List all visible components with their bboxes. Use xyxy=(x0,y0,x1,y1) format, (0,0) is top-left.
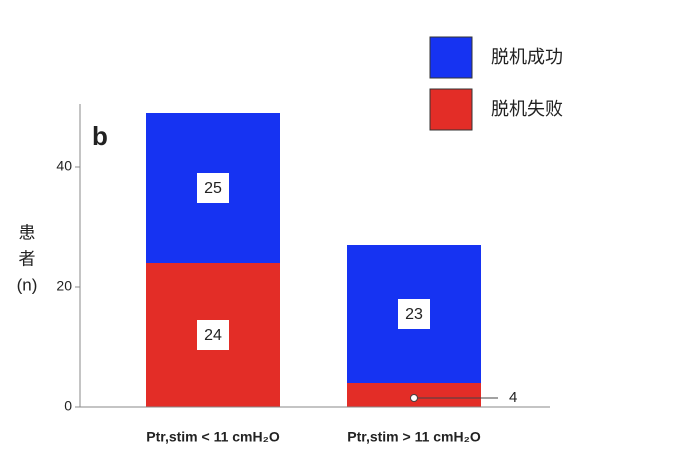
value-label-box xyxy=(197,320,229,350)
y-tick-label: 0 xyxy=(64,398,72,414)
y-tick-label: 40 xyxy=(56,158,72,174)
value-label: 25 xyxy=(204,180,222,197)
leader-dot xyxy=(410,394,418,402)
y-axis-label: 患 xyxy=(19,223,36,242)
value-label-box xyxy=(398,299,430,329)
x-tick-label: Ptr,stim > 11 cmH₂O xyxy=(347,429,481,445)
value-label: 4 xyxy=(509,389,517,406)
y-axis-label: 者 xyxy=(19,249,36,268)
legend-label: 脱机成功 xyxy=(491,47,563,67)
y-tick-label: 20 xyxy=(56,278,72,294)
value-label-box xyxy=(197,173,229,203)
legend-swatch xyxy=(429,36,473,79)
value-label: 24 xyxy=(204,327,222,344)
legend-swatch xyxy=(429,88,473,131)
value-label: 23 xyxy=(405,306,423,323)
panel-label: b xyxy=(92,121,108,151)
y-axis-label: (n) xyxy=(17,275,38,294)
x-tick-label: Ptr,stim < 11 cmH₂O xyxy=(146,429,280,445)
legend-label: 脱机失败 xyxy=(491,99,563,119)
